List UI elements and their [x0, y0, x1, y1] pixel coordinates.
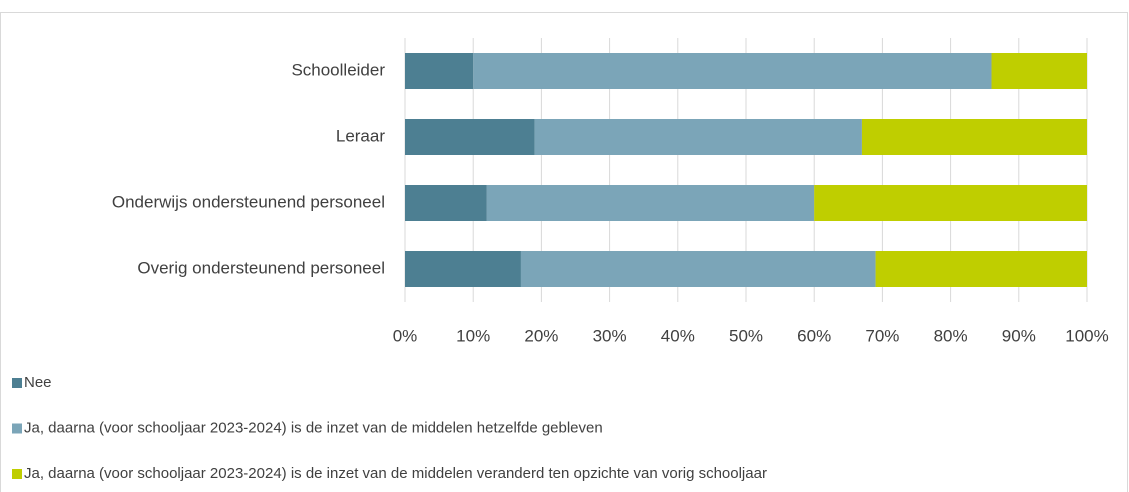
bar-segment — [405, 251, 521, 287]
y-tick-label: Schoolleider — [291, 60, 385, 79]
legend-swatch — [12, 423, 22, 434]
bar-segment — [405, 119, 535, 155]
legend-text: Nee — [24, 374, 52, 391]
bar-segment — [991, 53, 1087, 89]
bar-segment — [534, 119, 862, 155]
legend-swatch — [12, 378, 22, 388]
bar-segment — [405, 53, 474, 89]
x-tick-label: 70% — [865, 326, 899, 345]
x-tick-label: 80% — [934, 326, 968, 345]
legend-swatch — [12, 469, 22, 479]
x-tick-label: 50% — [729, 326, 763, 345]
x-tick-label: 30% — [593, 326, 627, 345]
chart-border — [0, 12, 1128, 492]
bar-segment — [861, 119, 1087, 155]
x-tick-label: 60% — [797, 326, 831, 345]
x-tick-label: 40% — [661, 326, 695, 345]
bar-segment — [814, 185, 1087, 221]
x-tick-label: 90% — [1002, 326, 1036, 345]
y-tick-label: Leraar — [336, 126, 385, 145]
bar-segment — [405, 185, 487, 221]
y-tick-label: Overig ondersteunend personeel — [137, 258, 385, 277]
bar-segment — [875, 251, 1087, 287]
legend-text: Ja, daarna (voor schooljaar 2023-2024) i… — [24, 465, 767, 482]
x-tick-label: 100% — [1065, 326, 1108, 345]
x-tick-label: 0% — [393, 326, 418, 345]
bar-segment — [520, 251, 876, 287]
x-tick-label: 20% — [524, 326, 558, 345]
bar-segment — [473, 53, 992, 89]
bar-segment — [486, 185, 815, 221]
x-tick-label: 10% — [456, 326, 490, 345]
legend-text: Ja, daarna (voor schooljaar 2023-2024) i… — [24, 419, 603, 436]
y-tick-label: Onderwijs ondersteunend personeel — [112, 192, 385, 211]
